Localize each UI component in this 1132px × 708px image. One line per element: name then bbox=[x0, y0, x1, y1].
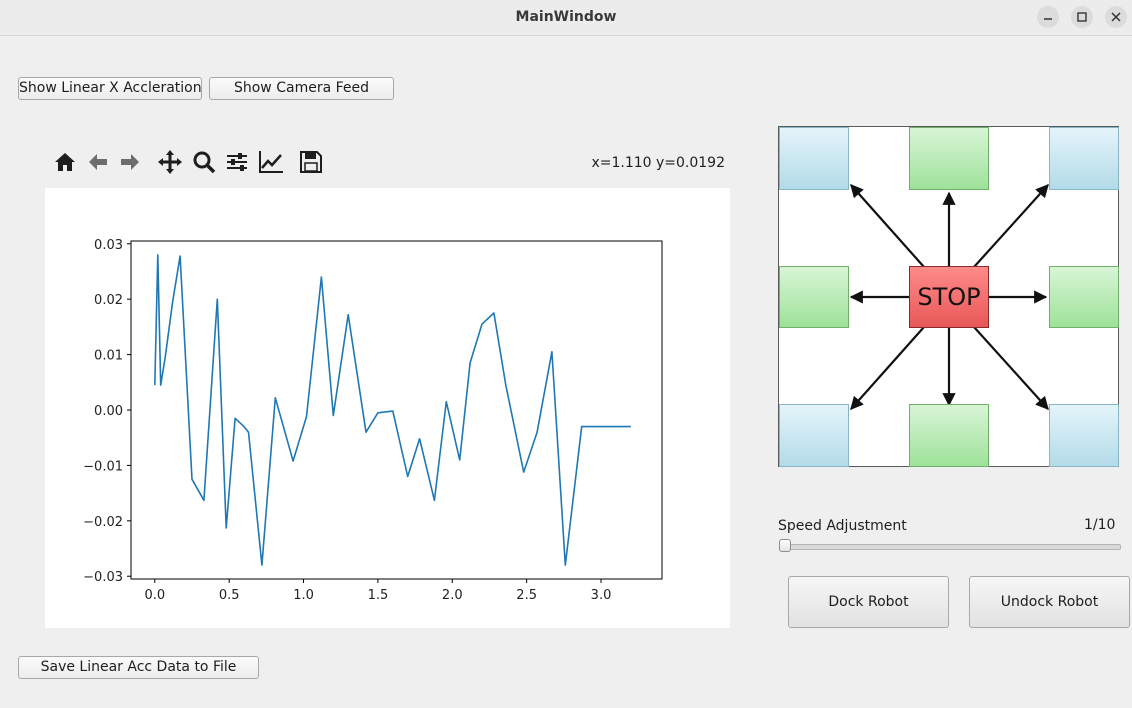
x-tick-label: 0.0 bbox=[144, 588, 165, 603]
speed-value: 1/10 bbox=[1084, 517, 1116, 533]
acceleration-chart: 0.0 0.5 1.0 1.5 2.0 2.5 3.0 0.03 0.02 0.01 0.00 −0.… bbox=[83, 238, 663, 603]
edit-axes-button[interactable] bbox=[257, 148, 285, 176]
y-tick-label: 0.00 bbox=[94, 404, 123, 419]
x-tick-label: 2.5 bbox=[516, 588, 537, 603]
y-tick-label: 0.03 bbox=[94, 238, 123, 253]
plot-canvas[interactable]: 0.0 0.5 1.0 1.5 2.0 2.5 3.0 0.03 0.02 0.01 0.00 −0.… bbox=[45, 188, 730, 628]
move-backward-button[interactable] bbox=[909, 404, 989, 467]
save-linear-acc-data-button[interactable]: Save Linear Acc Data to File bbox=[18, 656, 259, 679]
minimize-button[interactable] bbox=[1037, 6, 1059, 28]
speed-slider-handle[interactable] bbox=[779, 539, 791, 552]
maximize-button[interactable] bbox=[1071, 6, 1093, 28]
save-icon bbox=[300, 151, 322, 173]
zoom-button[interactable] bbox=[191, 148, 219, 176]
window-title: MainWindow bbox=[515, 9, 617, 25]
move-back-left-button[interactable] bbox=[779, 404, 849, 467]
arrow-up-left bbox=[850, 184, 925, 268]
stop-button[interactable]: STOP bbox=[909, 266, 989, 328]
pan-button[interactable] bbox=[157, 148, 185, 176]
x-tick-label: 2.0 bbox=[442, 588, 463, 603]
pan-icon bbox=[158, 150, 182, 174]
y-tick-label: −0.01 bbox=[83, 459, 123, 474]
x-tick-label: 1.0 bbox=[293, 588, 314, 603]
maximize-icon bbox=[1077, 12, 1087, 22]
show-camera-feed-button[interactable]: Show Camera Feed bbox=[209, 77, 394, 100]
y-tick-label: −0.03 bbox=[83, 570, 123, 585]
turn-right-button[interactable] bbox=[1049, 266, 1119, 328]
axes-edit-icon bbox=[259, 151, 283, 173]
home-icon bbox=[55, 153, 75, 171]
y-tick-label: −0.02 bbox=[83, 515, 123, 530]
move-forward-left-button[interactable] bbox=[779, 127, 849, 190]
minimize-icon bbox=[1044, 18, 1052, 20]
speed-slider-track[interactable] bbox=[779, 544, 1121, 550]
turn-left-button[interactable] bbox=[779, 266, 849, 328]
show-linear-x-acceleration-button[interactable]: Show Linear X Accleration bbox=[18, 77, 202, 100]
forward-arrow-icon bbox=[121, 154, 139, 170]
move-back-right-button[interactable] bbox=[1049, 404, 1119, 467]
undock-robot-button[interactable]: Undock Robot bbox=[969, 576, 1130, 628]
series-line bbox=[154, 254, 631, 566]
y-tick-label: 0.01 bbox=[94, 349, 123, 364]
configure-subplots-button[interactable] bbox=[224, 148, 252, 176]
x-tick-label: 0.5 bbox=[219, 588, 240, 603]
y-tick-label: 0.02 bbox=[94, 293, 123, 308]
home-button[interactable] bbox=[52, 148, 80, 176]
direction-pad: STOP bbox=[778, 126, 1119, 467]
direction-arrows bbox=[849, 184, 1049, 410]
axes-frame bbox=[130, 240, 663, 580]
speed-adjustment-label: Speed Adjustment bbox=[778, 518, 907, 534]
cursor-coordinates: x=1.110 y=0.0192 bbox=[591, 155, 725, 171]
x-tick-label: 1.5 bbox=[368, 588, 389, 603]
x-tick-label: 3.0 bbox=[591, 588, 612, 603]
move-forward-button[interactable] bbox=[909, 127, 989, 190]
arrow-up-right bbox=[973, 184, 1049, 268]
arrow-down-right bbox=[973, 326, 1049, 410]
move-forward-right-button[interactable] bbox=[1049, 127, 1119, 190]
close-button[interactable] bbox=[1105, 6, 1127, 28]
save-figure-button[interactable] bbox=[298, 148, 326, 176]
arrow-down-left bbox=[850, 326, 925, 410]
zoom-icon bbox=[193, 151, 216, 174]
forward-button[interactable] bbox=[117, 148, 145, 176]
dock-robot-button[interactable]: Dock Robot bbox=[788, 576, 949, 628]
subplots-config-icon bbox=[227, 153, 247, 171]
close-icon bbox=[1111, 12, 1121, 22]
back-arrow-icon bbox=[89, 154, 107, 170]
back-button[interactable] bbox=[85, 148, 113, 176]
title-bar: MainWindow bbox=[0, 0, 1132, 36]
